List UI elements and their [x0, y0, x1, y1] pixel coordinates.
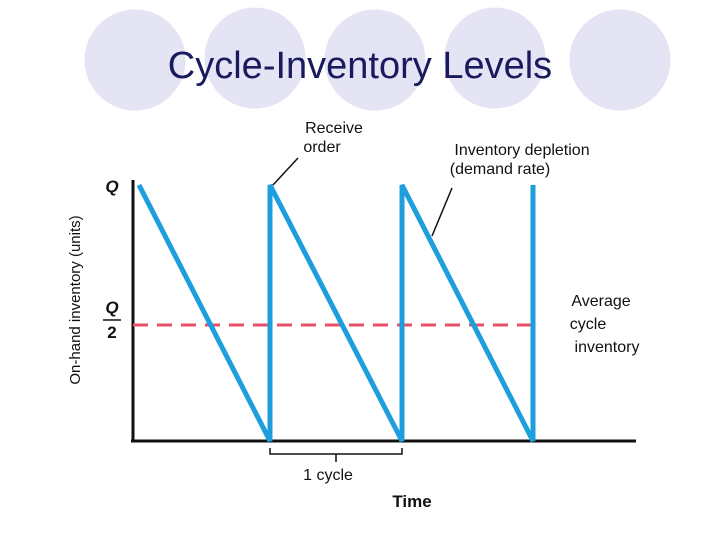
x-axis-label: Time [392, 492, 431, 511]
title: Cycle-Inventory Levels [168, 45, 552, 87]
leader-line [431, 187, 453, 237]
sawtooth [136, 183, 536, 443]
annotation: cycle [570, 316, 607, 333]
annotation: Average [571, 293, 630, 310]
annotation: Receive [305, 120, 363, 137]
y-axis-label: On-hand inventory (units) [67, 215, 84, 384]
half-q-denominator: 2 [107, 323, 116, 342]
annotation: inventory [575, 339, 640, 356]
annotation: (demand rate) [450, 161, 551, 178]
annotation: 1 cycle [303, 467, 353, 484]
cycle-bracket [269, 448, 403, 462]
half-q-numerator: Q [105, 298, 118, 317]
q-label: Q [105, 177, 118, 196]
decor-circles [81, 4, 674, 114]
annotation: order [303, 139, 341, 156]
leader-line [272, 157, 299, 186]
annotation: Inventory depletion [454, 142, 589, 159]
